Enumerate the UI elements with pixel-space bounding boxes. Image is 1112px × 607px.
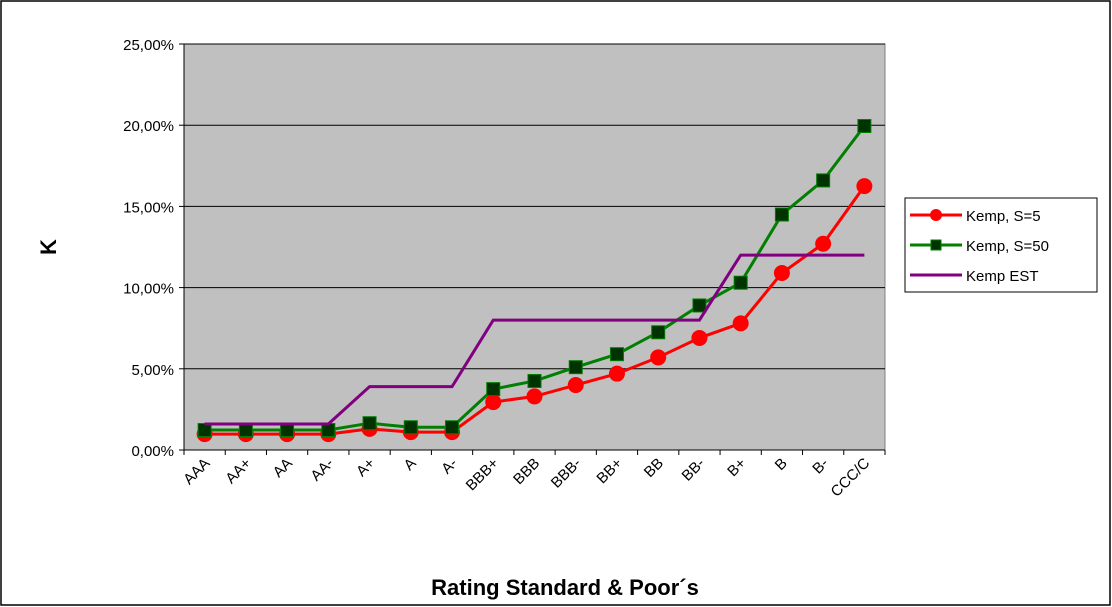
- legend-marker: [930, 209, 942, 221]
- point-marker: [485, 394, 502, 411]
- legend-marker: [930, 239, 942, 251]
- point-marker: [733, 275, 748, 290]
- point-marker: [856, 178, 873, 195]
- point-marker: [651, 325, 666, 340]
- y-tick-label: 20,00%: [123, 118, 174, 135]
- point-marker: [445, 420, 460, 435]
- point-marker: [362, 416, 377, 431]
- x-axis-label: Rating Standard & Poor´s: [431, 575, 699, 600]
- legend-label: Kemp, S=50: [966, 238, 1049, 255]
- point-marker: [773, 264, 790, 281]
- point-marker: [526, 388, 543, 405]
- point-marker: [732, 315, 749, 332]
- point-marker: [567, 377, 584, 394]
- point-marker: [608, 365, 625, 382]
- series-line: [204, 253, 865, 426]
- point-marker: [486, 382, 501, 397]
- point-marker: [815, 235, 832, 252]
- legend-label: Kemp EST: [966, 268, 1039, 285]
- point-marker: [609, 347, 624, 362]
- y-axis-label: K: [36, 239, 61, 255]
- y-tick-label: 25,00%: [123, 37, 174, 54]
- point-marker: [774, 207, 789, 222]
- point-marker: [857, 119, 872, 134]
- y-tick-label: 15,00%: [123, 199, 174, 216]
- point-marker: [650, 349, 667, 366]
- point-marker: [816, 173, 831, 188]
- point-marker: [568, 360, 583, 375]
- point-marker: [691, 329, 708, 346]
- y-tick-label: 0,00%: [131, 443, 174, 460]
- point-marker: [692, 298, 707, 313]
- y-tick-label: 10,00%: [123, 281, 174, 298]
- y-tick-label: 5,00%: [131, 362, 174, 379]
- point-marker: [527, 373, 542, 388]
- point-marker: [403, 420, 418, 435]
- legend-label: Kemp, S=5: [966, 208, 1041, 225]
